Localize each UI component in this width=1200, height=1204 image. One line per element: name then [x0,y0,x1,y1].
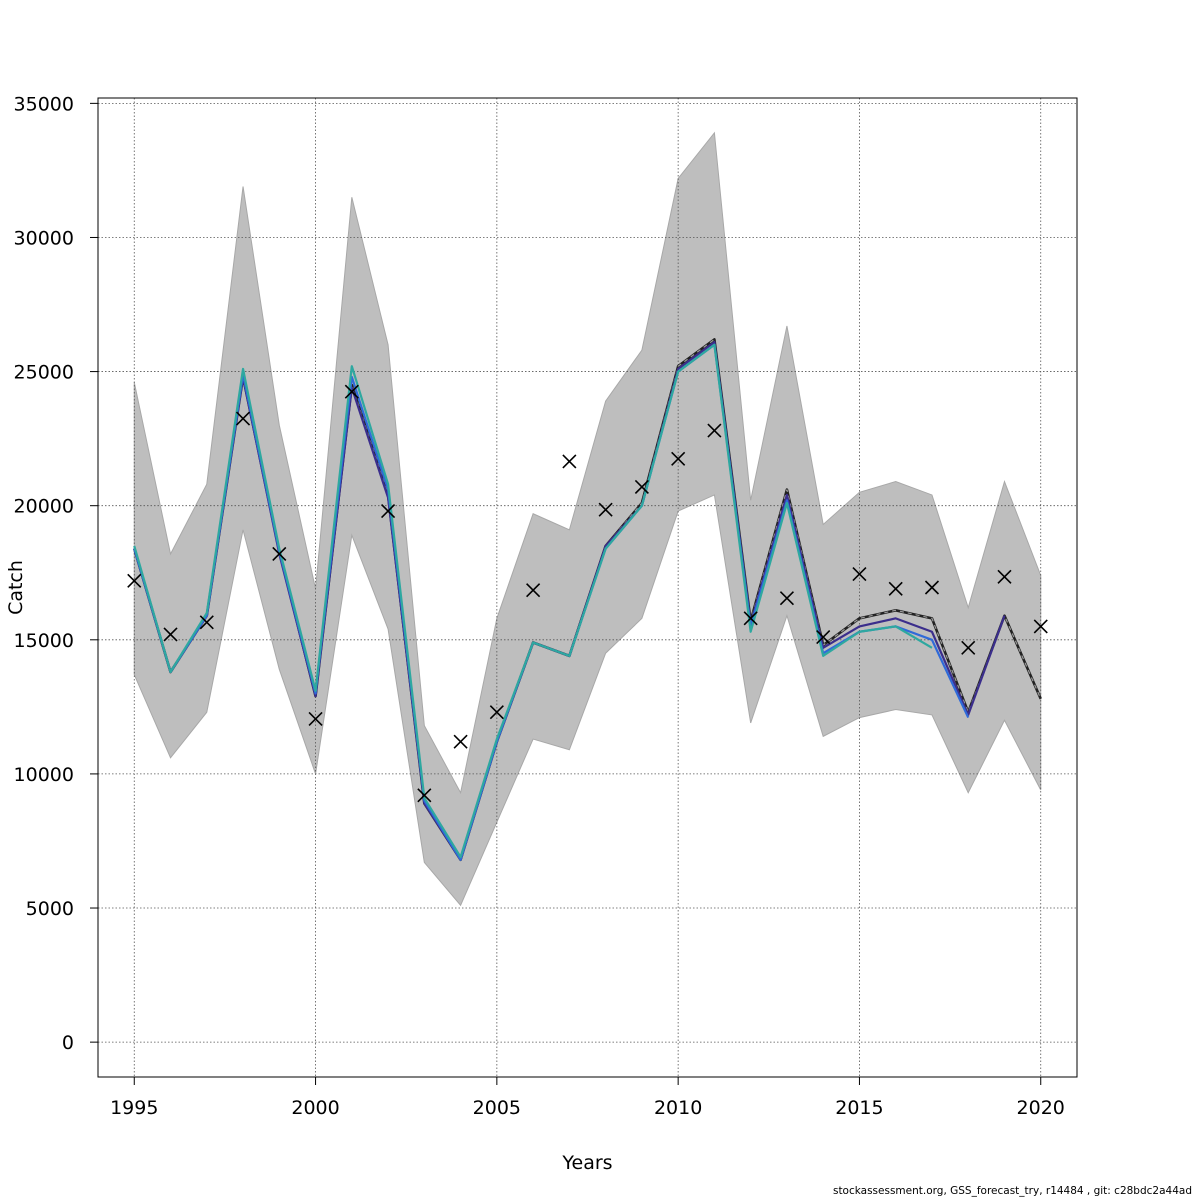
observed-point-2006 [526,583,541,598]
x-tick-label-2000: 2000 [291,1097,339,1119]
y-tick-label-0: 0 [62,1032,74,1054]
observed-point-stroke-b [308,711,323,726]
gridlines [98,98,1077,1077]
confidence-band-layer [133,131,1042,907]
observed-point-stroke-b [924,580,940,595]
series-line-3 [133,343,933,859]
observed-point-stroke-b [235,411,251,426]
observed-point-stroke-b [707,423,722,438]
observed-point-stroke-b [888,581,903,596]
observed-point-2002 [381,503,396,519]
observed-point-2010 [671,451,686,466]
observed-point-2011 [707,423,722,438]
observed-point-stroke-b [453,734,468,749]
x-tick-label-1995: 1995 [110,1097,158,1119]
x-tick-label-2015: 2015 [835,1097,883,1119]
observed-point-stroke-b [634,479,649,494]
observed-point-stroke-b [779,591,794,606]
y-tick-label-20000: 20000 [14,496,74,518]
observed-point-2017 [924,580,940,595]
observed-point-stroke-b [743,611,758,626]
observed-point-stroke-b [163,627,178,642]
observed-point-stroke-b [671,451,686,466]
observed-point-2004 [453,734,468,749]
observed-point-stroke-b [199,615,214,630]
observed-point-stroke-b [816,630,831,645]
y-tick-label-30000: 30000 [14,227,74,249]
observed-point-stroke-b [272,546,287,562]
observed-point-1996 [163,627,178,642]
observed-point-stroke-b [526,583,541,598]
observed-point-stroke-b [598,502,613,517]
confidence-band [133,131,1042,907]
observed-point-2012 [743,611,758,626]
y-tick-label-15000: 15000 [14,630,74,652]
observed-point-stroke-b [344,384,359,399]
axes: 1995 2000 2005 2010 2015 2020 0 5000 10000 15000 2… [14,93,1065,1119]
y-tick-label-10000: 10000 [14,764,74,786]
observed-point-stroke-b [1033,619,1048,634]
observed-point-2016 [888,581,903,596]
x-tick-label-2010: 2010 [654,1097,702,1119]
observed-point-stroke-b [562,454,577,469]
observed-point-2001 [344,384,359,399]
y-axis-title: Catch [5,560,27,615]
observed-point-2007 [562,454,577,469]
observed-point-stroke-b [489,705,504,720]
observed-point-2019 [997,569,1012,584]
observed-point-2005 [489,705,504,720]
x-axis-title: Years [561,1152,612,1174]
observed-point-stroke-b [381,503,396,519]
observed-point-2009 [634,479,649,494]
x-tick-label-2020: 2020 [1017,1097,1065,1119]
observed-point-stroke-b [961,640,976,655]
observed-point-2000 [308,711,323,726]
observed-points [127,384,1048,803]
y-tick-label-25000: 25000 [14,362,74,384]
footer-note: stockassessment.org, GSS_forecast_try, r… [832,1185,1192,1197]
observed-point-2013 [779,591,794,606]
observed-point-2020 [1033,619,1048,634]
y-tick-label-5000: 5000 [26,898,74,920]
observed-point-1995 [127,573,142,588]
observed-point-stroke-b [852,567,867,582]
observed-point-2018 [961,640,976,655]
x-tick-label-2005: 2005 [473,1097,521,1119]
observed-point-stroke-b [127,573,142,588]
observed-point-stroke-b [417,788,432,803]
observed-point-1999 [272,546,287,562]
observed-point-2003 [417,788,432,803]
observed-point-2008 [598,502,613,517]
observed-point-1997 [199,615,214,630]
observed-point-2014 [816,630,831,645]
observed-point-2015 [852,567,867,582]
plot-frame [97,97,1078,1078]
observed-point-1998 [235,411,251,426]
observed-point-stroke-b [997,569,1012,584]
y-tick-label-35000: 35000 [14,93,74,115]
